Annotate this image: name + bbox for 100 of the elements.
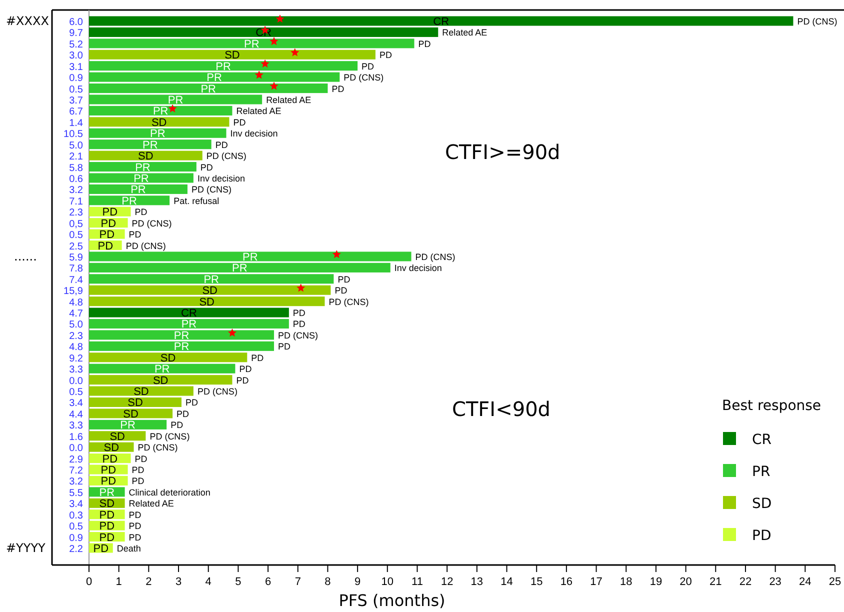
y-tick-label: 4.4: [69, 409, 84, 420]
x-tick-label: 3: [175, 576, 182, 588]
y-tick-label: 4.8: [69, 297, 84, 308]
data-label: PD: [176, 408, 190, 419]
data-label: PD: [332, 84, 345, 94]
text: PD: [93, 543, 109, 555]
y-tick-label: 10.5: [64, 129, 84, 140]
text: #XXXX: [6, 14, 49, 28]
text: PR: [200, 83, 216, 96]
legend-label: PR: [752, 464, 770, 480]
y-tick-label: 0.0: [69, 376, 84, 387]
data-label: PD: [362, 61, 375, 72]
text: PR: [150, 128, 166, 140]
y-tick-label: 1.6: [69, 432, 84, 443]
data-label: Related AE: [236, 106, 282, 116]
y-tick-label: 0.5: [69, 522, 84, 533]
point: [270, 82, 278, 90]
text: SD: [138, 150, 154, 163]
bar: [89, 38, 414, 48]
text: PD: [99, 520, 115, 533]
text: PD: [102, 453, 118, 466]
y-tick-label: 7.2: [69, 466, 84, 477]
text: PR: [174, 341, 190, 354]
data-label: PD (CNS): [344, 72, 384, 83]
legend-label: SD: [752, 496, 772, 512]
data-label: Clinical deterioration: [128, 487, 210, 498]
text: PR: [242, 251, 258, 264]
x-tick-label: 14: [500, 576, 513, 588]
data-label: PD (CNS): [126, 240, 166, 251]
bar: [89, 50, 376, 60]
annotation: CTFI<90d: [452, 397, 550, 421]
data-label: PD (CNS): [328, 296, 369, 307]
text: PR: [152, 106, 168, 118]
data-label: PD: [233, 117, 246, 128]
point: [260, 59, 270, 68]
text: PR: [122, 195, 137, 208]
text: SD: [199, 296, 215, 308]
legend-title: Best response: [722, 398, 822, 414]
point: [296, 284, 306, 292]
x-tick-label: 16: [560, 576, 573, 588]
x-tick-label: 6: [264, 576, 272, 588]
data-label: PD (CNS): [150, 431, 190, 442]
text: PD: [98, 240, 114, 252]
text: PR: [130, 184, 146, 196]
y-tick-label: 3.3: [69, 364, 84, 376]
text: PR: [206, 72, 222, 84]
data-label: PD: [379, 50, 392, 60]
x-tick-label: 25: [828, 576, 842, 588]
text: PR: [181, 318, 197, 331]
text: SD: [123, 408, 138, 420]
y-tick-label: 2.1: [69, 152, 84, 163]
text: SD: [151, 116, 167, 129]
y-tick-label: 3.1: [69, 62, 84, 73]
bar: [89, 341, 274, 351]
data-label: PD (CNS): [797, 16, 838, 26]
text: ......: [14, 249, 37, 264]
x-tick-label: 20: [680, 576, 692, 588]
y-tick-label: 15,9: [64, 286, 84, 298]
point: [332, 250, 341, 258]
y-tick-label: 5.9: [69, 252, 84, 264]
text: PR: [135, 162, 150, 174]
data-label: PD: [128, 510, 142, 520]
data-label: PD (CNS): [191, 184, 232, 195]
x-tick-label: 22: [739, 576, 752, 588]
data-label: PD (CNS): [197, 386, 238, 397]
x-tick-label: 1: [116, 576, 122, 588]
data-label: PD: [134, 207, 148, 218]
text: CR: [433, 16, 450, 28]
y-tick-label: 0.0: [69, 443, 84, 454]
x-tick-label: 21: [710, 576, 722, 588]
point: [168, 104, 177, 112]
x-tick-label: 0: [86, 576, 92, 588]
data-label: PD: [251, 352, 264, 363]
text: PD: [100, 218, 116, 230]
y-tick-label: 5.0: [69, 320, 84, 331]
point: [228, 328, 237, 337]
y-tick-label: 2.2: [69, 544, 84, 555]
x-tick-label: 18: [620, 576, 632, 588]
data-label: PD: [134, 454, 148, 464]
x-tick-label: 17: [590, 576, 602, 588]
y-tick-label: 7.1: [69, 196, 84, 208]
data-label: PD: [239, 364, 252, 374]
y-tick-label: 3.4: [69, 499, 84, 510]
y-tick-label: 7.8: [69, 264, 84, 275]
data-label: PD: [128, 532, 142, 542]
y-tick-label: 1.4: [69, 118, 84, 129]
data-label: Pat. refusal: [174, 196, 220, 206]
data-label: Inv decision: [394, 263, 442, 274]
text: CR: [181, 308, 197, 320]
data-label: PD (CNS): [206, 151, 246, 162]
x-tick-label: 12: [440, 576, 454, 588]
text: PD: [102, 206, 118, 219]
x-tick-label: 15: [530, 576, 543, 588]
bar: [89, 61, 358, 71]
data-label: Death: [116, 544, 141, 554]
y-tick-label: 3.4: [69, 398, 84, 410]
x-tick-label: 9: [354, 576, 361, 588]
data-label: PD: [132, 476, 145, 486]
y-tick-label: 0.3: [69, 510, 84, 522]
text: PD: [99, 509, 115, 522]
